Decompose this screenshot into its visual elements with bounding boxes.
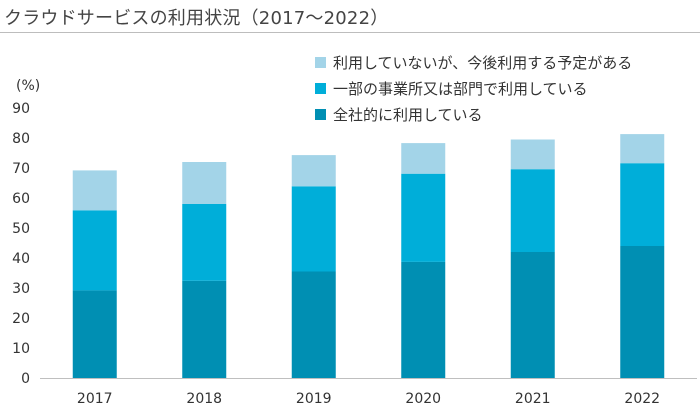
- bar-segment-2021-series-0: [510, 252, 555, 378]
- legend-label: 一部の事業所又は部門で利用している: [333, 79, 588, 98]
- y-tick-label-20: 20: [12, 311, 30, 327]
- y-tick-label-10: 10: [12, 341, 30, 357]
- bar-segment-2018-series-0: [182, 280, 227, 378]
- x-tick-label-2019: 2019: [296, 391, 332, 407]
- bar-segment-2020-series-1: [401, 173, 446, 262]
- bar-segment-2019-series-1: [291, 186, 336, 272]
- legend-swatch: [315, 108, 326, 120]
- bar-segment-2018-series-1: [182, 204, 227, 281]
- x-tick-label-2018: 2018: [186, 391, 222, 407]
- x-tick-label-2017: 2017: [77, 391, 113, 407]
- title-divider: [0, 32, 700, 33]
- legend-swatch: [315, 82, 326, 94]
- y-tick-label-30: 30: [12, 281, 30, 297]
- bar-segment-2022-series-2: [620, 134, 665, 164]
- legend-label: 利用していないが、今後利用する予定がある: [333, 53, 633, 72]
- y-tick-label-60: 60: [12, 191, 30, 207]
- bar-segment-2017-series-1: [72, 210, 117, 291]
- chart-legend: 利用していないが、今後利用する予定がある 一部の事業所又は部門で利用している 全社的…: [315, 49, 632, 127]
- legend-label: 全社的に利用している: [333, 105, 483, 124]
- x-tick-label-2022: 2022: [624, 391, 660, 407]
- bar-segment-2022-series-1: [620, 163, 665, 246]
- y-tick-label-70: 70: [12, 161, 30, 177]
- bar-segment-2020-series-2: [401, 143, 446, 174]
- legend-item-0: 全社的に利用している: [315, 101, 632, 127]
- bar-segment-2020-series-0: [401, 261, 446, 378]
- y-tick-label-40: 40: [12, 251, 30, 267]
- x-tick-label-2020: 2020: [405, 391, 441, 407]
- bar-segment-2018-series-2: [182, 162, 227, 204]
- bar-segment-2021-series-1: [510, 169, 555, 252]
- y-tick-label-90: 90: [12, 101, 30, 117]
- legend-swatch: [315, 56, 326, 68]
- x-tick-label-2021: 2021: [515, 391, 551, 407]
- y-tick-label-0: 0: [21, 371, 30, 387]
- y-tick-label-80: 80: [12, 131, 30, 147]
- bar-segment-2021-series-2: [510, 139, 555, 170]
- y-axis-unit-label: (%): [16, 78, 40, 94]
- bar-segment-2019-series-0: [291, 271, 336, 378]
- bar-segment-2017-series-0: [72, 290, 117, 378]
- legend-item-1: 一部の事業所又は部門で利用している: [315, 75, 632, 101]
- bar-segment-2019-series-2: [291, 155, 336, 187]
- bar-segment-2022-series-0: [620, 246, 665, 378]
- bar-segment-2017-series-2: [72, 170, 117, 211]
- legend-item-2: 利用していないが、今後利用する予定がある: [315, 49, 632, 75]
- page-title: クラウドサービスの利用状況（2017～2022）: [4, 8, 389, 29]
- y-tick-label-50: 50: [12, 221, 30, 237]
